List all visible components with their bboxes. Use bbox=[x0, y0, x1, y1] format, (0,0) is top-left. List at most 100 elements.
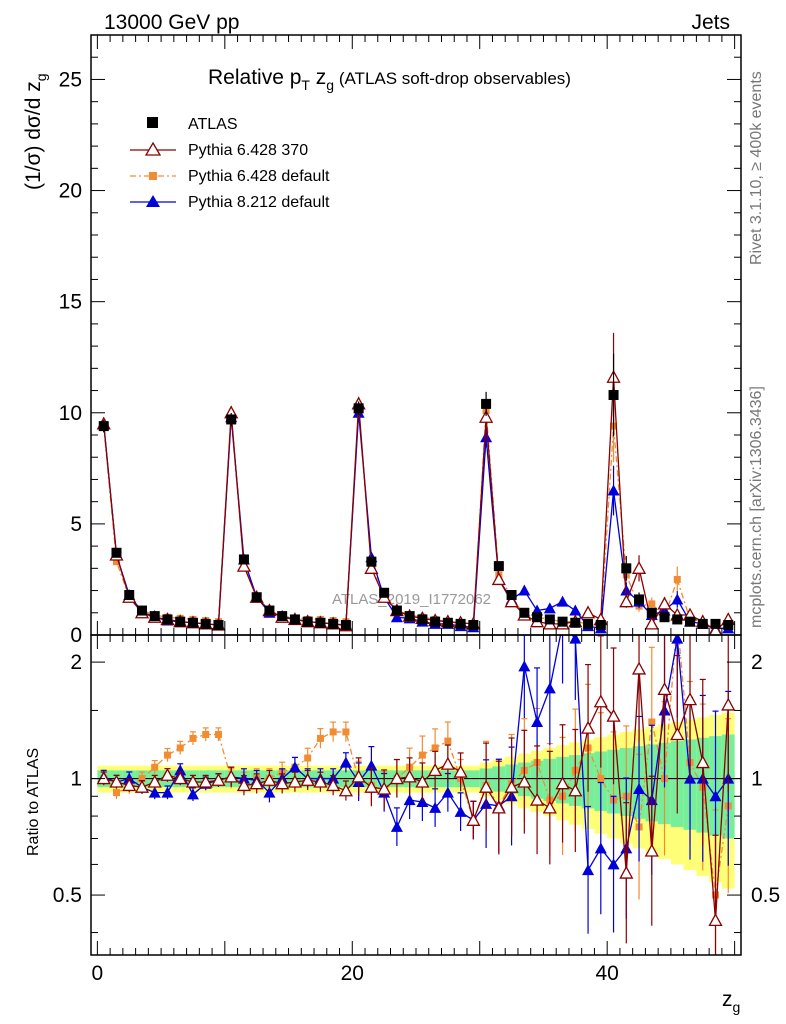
main-point-atlas bbox=[353, 403, 364, 414]
ratio-point-pythia8 bbox=[263, 786, 276, 798]
ratio-point-pythia6-370 bbox=[122, 778, 137, 792]
legend-marker-pythia8 bbox=[146, 195, 160, 207]
ratio-ytick-label-right: 2 bbox=[751, 651, 763, 674]
main-point-atlas bbox=[328, 618, 339, 629]
main-point-pythia6-370 bbox=[709, 623, 722, 635]
ratio-point-pythia8 bbox=[186, 788, 199, 800]
main-point-pythia6-370 bbox=[491, 572, 506, 586]
ratio-point-pythia8 bbox=[441, 786, 454, 798]
xtick-label: 20 bbox=[341, 962, 364, 985]
main-point-atlas bbox=[685, 616, 696, 627]
xtick-label: 0 bbox=[92, 962, 104, 985]
ratio-point-pythia8 bbox=[416, 795, 429, 807]
legend-marker-pythia6-default bbox=[149, 172, 157, 180]
main-point-pythia8 bbox=[480, 431, 493, 443]
main-ytick-label: 0 bbox=[70, 624, 82, 647]
ratio-point-pythia6-370 bbox=[708, 913, 723, 927]
ratio-point-pythia6-default bbox=[163, 751, 171, 759]
ratio-point-pythia6-370 bbox=[185, 774, 201, 788]
main-ytick-label: 10 bbox=[59, 402, 82, 425]
ratio-point-pythia6-370 bbox=[236, 778, 252, 792]
ratio-point-pythia6-370 bbox=[211, 772, 226, 786]
main-point-pythia6-370 bbox=[631, 560, 647, 574]
ratio-ytick-label-right: 1 bbox=[751, 768, 763, 791]
legend-item-pythia6-370: Pythia 6.428 370 bbox=[130, 141, 308, 159]
ratio-point-pythia6-370 bbox=[134, 779, 150, 793]
side-rivet-label: Rivet 3.1.10, ≥ 400k events bbox=[748, 71, 765, 265]
main-ylabel: (1/σ) dσ/d zg bbox=[22, 73, 49, 190]
ratio-ytick-label: 1 bbox=[70, 768, 82, 791]
side-mcplots-label: mcplots.cern.ch [arXiv:1306.3436] bbox=[748, 386, 765, 628]
ratio-point-pythia6-370 bbox=[670, 727, 685, 741]
ratio-point-pythia6-370 bbox=[453, 764, 468, 778]
main-point-pythia6-370 bbox=[657, 596, 672, 610]
ratio-point-pythia6-370 bbox=[313, 774, 328, 788]
main-point-atlas bbox=[506, 590, 517, 600]
ratio-point-pythia8 bbox=[429, 801, 442, 813]
ratio-series-layer bbox=[91, 635, 741, 955]
legend-label-pythia6-default: Pythia 6.428 default bbox=[188, 168, 330, 185]
ratio-point-pythia6-370 bbox=[657, 682, 672, 696]
main-point-atlas bbox=[634, 594, 645, 605]
ratio-point-pythia6-370 bbox=[721, 697, 736, 711]
ratio-point-pythia6-370 bbox=[173, 771, 188, 785]
ratio-point-pythia6-370 bbox=[415, 774, 430, 788]
title-z: z bbox=[310, 66, 326, 89]
ratio-point-pythia6-370 bbox=[428, 763, 443, 777]
main-point-pythia6-370 bbox=[619, 594, 634, 608]
ratio-point-pythia8 bbox=[161, 786, 174, 798]
ratio-point-pythia6-370 bbox=[644, 843, 659, 857]
ratio-point-pythia6-370 bbox=[491, 800, 506, 814]
ratio-ytick-label-right: 0.5 bbox=[751, 884, 780, 907]
ratio-point-pythia8 bbox=[390, 820, 403, 832]
legend-marker-pythia6-370 bbox=[144, 141, 162, 156]
ratio-point-pythia6-default bbox=[304, 754, 312, 762]
ratio-point-pythia6-default bbox=[418, 751, 426, 759]
ratio-point-pythia8 bbox=[288, 761, 301, 773]
ratio-point-pythia6-370 bbox=[287, 774, 303, 788]
main-point-pythia8 bbox=[518, 584, 531, 596]
main-ytick-label: 20 bbox=[59, 180, 82, 203]
ratio-point-pythia6-370 bbox=[224, 769, 239, 783]
ratio-point-pythia6-370 bbox=[555, 776, 570, 790]
ratio-ytick-label: 0.5 bbox=[53, 884, 82, 907]
ratio-point-pythia6-default bbox=[316, 734, 324, 742]
ratio-point-pythia6-370 bbox=[402, 769, 417, 783]
main-point-atlas bbox=[251, 592, 262, 603]
main-point-atlas bbox=[136, 605, 147, 616]
ratio-point-pythia6-370 bbox=[504, 779, 519, 793]
ratio-point-pythia6-default bbox=[189, 734, 197, 742]
xlabel-sub: g bbox=[733, 999, 741, 1015]
main-point-atlas bbox=[544, 614, 555, 625]
main-point-atlas bbox=[391, 605, 402, 616]
ratio-point-pythia8 bbox=[174, 764, 187, 776]
main-point-atlas bbox=[621, 563, 632, 574]
main-point-atlas bbox=[175, 616, 186, 627]
ratio-point-pythia6-370 bbox=[377, 781, 392, 795]
main-series-layer bbox=[96, 332, 736, 635]
main-point-atlas bbox=[455, 618, 466, 629]
ratio-point-pythia6-370 bbox=[529, 792, 545, 806]
main-point-pythia6-default bbox=[112, 558, 120, 566]
main-point-atlas bbox=[519, 607, 530, 618]
main-point-pythia6-370 bbox=[644, 616, 659, 630]
main-point-atlas bbox=[493, 561, 504, 572]
main-point-atlas bbox=[557, 616, 568, 627]
ratio-point-pythia8 bbox=[531, 716, 544, 728]
ratio-ylabel: Ratio to ATLAS bbox=[25, 748, 42, 856]
legend-item-pythia8: Pythia 8.212 default bbox=[130, 194, 330, 211]
ratio-point-pythia8 bbox=[148, 786, 161, 798]
ratio-point-pythia6-default bbox=[597, 775, 605, 783]
ratio-point-pythia6-default bbox=[444, 737, 452, 745]
ratio-point-pythia8 bbox=[607, 858, 620, 870]
ratio-point-pythia8 bbox=[543, 682, 556, 694]
main-point-atlas bbox=[213, 620, 224, 630]
header-right: Jets bbox=[691, 11, 730, 34]
main-ytick-label: 25 bbox=[59, 68, 82, 91]
main-point-atlas bbox=[608, 390, 619, 400]
ratio-point-pythia6-370 bbox=[542, 800, 557, 814]
main-point-atlas bbox=[481, 398, 492, 409]
title-main: Relative p bbox=[208, 66, 301, 89]
main-ylabel-text: (1/σ) dσ/d z bbox=[22, 81, 45, 190]
